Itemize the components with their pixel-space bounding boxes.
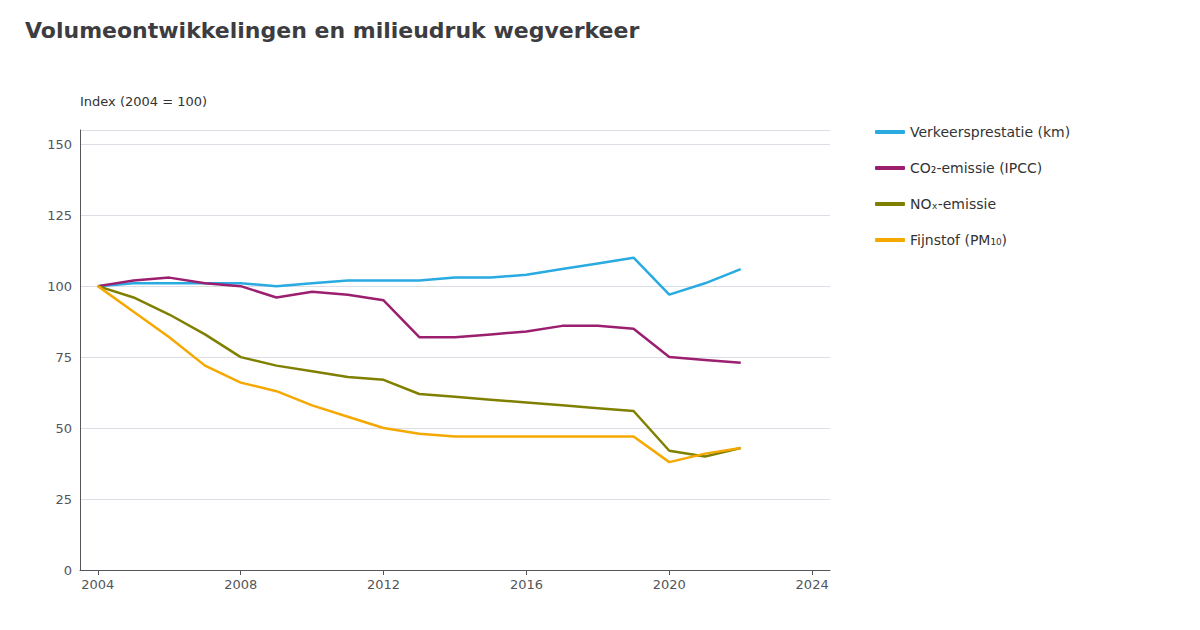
svg-text:NOₓ-emissie: NOₓ-emissie (910, 196, 996, 212)
svg-text:Fijnstof (PM₁₀): Fijnstof (PM₁₀) (910, 232, 1007, 248)
svg-text:Volumeontwikkelingen en milieu: Volumeontwikkelingen en milieudruk wegve… (25, 18, 639, 43)
svg-text:150: 150 (47, 137, 72, 152)
svg-text:CO₂-emissie (IPCC): CO₂-emissie (IPCC) (910, 160, 1042, 176)
svg-text:75: 75 (55, 350, 72, 365)
svg-text:100: 100 (47, 279, 72, 294)
svg-text:2020: 2020 (653, 577, 686, 592)
svg-text:125: 125 (47, 208, 72, 223)
svg-text:2012: 2012 (367, 577, 400, 592)
svg-text:2004: 2004 (81, 577, 114, 592)
svg-text:2024: 2024 (796, 577, 829, 592)
svg-text:2016: 2016 (510, 577, 543, 592)
svg-text:Index (2004 = 100): Index (2004 = 100) (80, 94, 207, 109)
svg-text:2008: 2008 (224, 577, 257, 592)
svg-text:25: 25 (55, 492, 72, 507)
svg-text:50: 50 (55, 421, 72, 436)
svg-text:Verkeersprestatie (km): Verkeersprestatie (km) (910, 124, 1070, 140)
svg-text:0: 0 (64, 563, 72, 578)
